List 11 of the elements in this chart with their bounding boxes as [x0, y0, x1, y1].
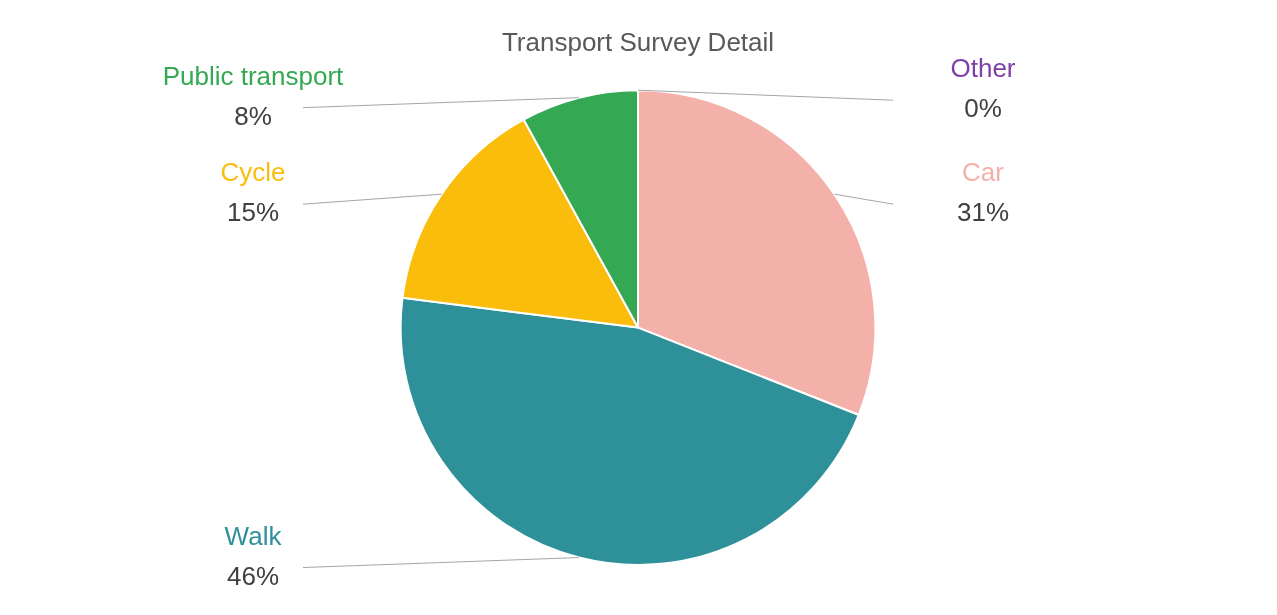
text: 0% [964, 93, 1002, 124]
category-label: Other [950, 53, 1016, 84]
chart-title: Transport Survey Detail [501, 26, 775, 57]
slice-label: Public transport [162, 60, 345, 91]
data-label: 46% [226, 560, 280, 591]
slice-label: Car [962, 157, 1005, 188]
slice-label: Cycle [220, 157, 286, 188]
data-label: 15% [226, 197, 280, 228]
data-label: 8% [234, 100, 272, 131]
slice-label: Walk [224, 520, 283, 551]
data-label: 31% [956, 197, 1010, 228]
